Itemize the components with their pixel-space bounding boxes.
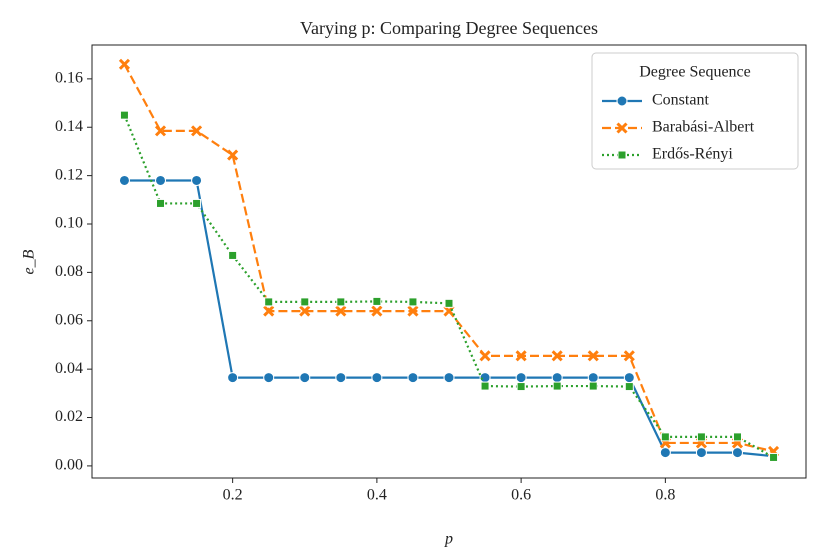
marker [263,372,275,384]
plot-frame [91,44,807,479]
marker [551,372,563,384]
marker [480,381,490,391]
marker [616,95,628,107]
marker [118,58,131,70]
legend-title: Degree Sequence [639,64,751,81]
y-tick-label: 0.06 [55,311,83,328]
legend-label: Barabási-Albert [652,119,755,136]
marker [695,447,707,459]
marker [371,372,383,384]
x-tick-label: 0.6 [511,487,531,504]
marker [372,296,382,306]
marker [443,372,455,384]
marker [515,350,527,362]
y-tick-label: 0.14 [55,118,83,135]
marker [588,381,598,391]
marker [227,372,239,384]
marker [587,372,599,384]
marker [551,350,563,362]
y-tick-label: 0.04 [55,360,83,377]
marker [407,305,419,317]
marker [335,305,347,317]
marker [696,432,706,442]
marker [155,174,167,186]
marker [264,297,274,307]
marker [444,298,454,308]
legend-box [591,52,799,170]
marker [408,297,418,307]
marker [156,198,166,208]
marker [623,372,635,384]
series-line [124,179,774,458]
marker [623,350,635,362]
marker [336,297,346,307]
chart-title: Varying p: Comparing Degree Sequences [300,18,598,38]
marker [659,447,671,459]
y-tick-label: 0.02 [55,408,83,425]
marker [616,122,628,134]
marker [191,125,203,137]
marker [335,372,347,384]
marker [479,372,491,384]
marker [515,372,527,384]
marker [300,297,310,307]
marker [443,305,455,317]
marker [119,110,129,120]
marker [228,250,238,260]
marker [731,447,743,459]
marker [617,150,627,160]
marker [299,305,311,317]
marker [407,372,419,384]
x-tick-label: 0.2 [223,487,243,504]
y-tick-label: 0.10 [55,215,83,232]
marker [624,382,634,392]
x-axis-label: p [444,531,453,548]
marker [660,432,670,442]
y-axis-label: e_B [21,249,38,274]
y-tick-label: 0.00 [55,457,83,474]
marker [227,149,239,161]
marker [118,174,130,186]
marker [769,452,779,462]
x-tick-label: 0.4 [367,487,387,504]
marker [552,381,562,391]
marker [263,305,275,317]
legend-label: Erdős-Rényi [652,146,733,163]
y-tick-label: 0.16 [55,70,83,87]
marker [479,350,491,362]
x-tick-label: 0.8 [655,487,675,504]
marker [299,372,311,384]
marker [191,174,203,186]
marker [587,350,599,362]
y-tick-label: 0.12 [55,166,83,183]
marker [192,198,202,208]
marker [516,382,526,392]
legend-label: Constant [652,92,709,109]
marker [371,305,383,317]
marker [154,125,167,137]
y-tick-label: 0.08 [55,263,83,280]
marker [732,432,742,442]
